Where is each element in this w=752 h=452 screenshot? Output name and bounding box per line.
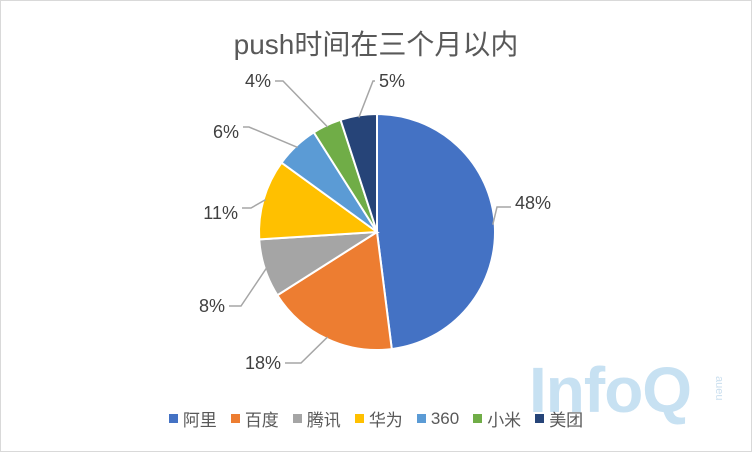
leader-line-阿里 xyxy=(492,206,511,225)
leader-line-美团 xyxy=(358,80,375,118)
data-label-360: 6% xyxy=(213,122,239,142)
leader-line-华为 xyxy=(242,198,266,209)
pie-slice-华为 xyxy=(258,161,380,241)
pie-slice-美团 xyxy=(339,112,378,233)
legend-label: 百度 xyxy=(244,411,279,430)
legend-item-阿里: 阿里 xyxy=(168,406,217,431)
legend-item-美团: 美团 xyxy=(535,406,583,431)
data-label-华为: 11% xyxy=(203,203,238,223)
legend-label: 360 xyxy=(430,408,460,428)
chart-title: push时间在三个月以内 xyxy=(233,29,519,60)
leader-line-腾讯 xyxy=(229,267,268,307)
leader-line-360 xyxy=(243,126,298,149)
data-label-美团: 5% xyxy=(379,71,405,91)
legend-swatch xyxy=(292,414,302,423)
legend-swatch xyxy=(473,414,483,423)
data-label-腾讯: 8% xyxy=(199,296,225,316)
legend-swatch xyxy=(535,414,545,423)
legend-item-小米: 小米 xyxy=(473,406,521,431)
data-label-阿里: 48% xyxy=(515,193,551,213)
legend-item-360: 360 xyxy=(416,408,460,429)
pie-slice-阿里 xyxy=(376,112,496,351)
legend-item-百度: 百度 xyxy=(230,406,279,431)
data-label-小米: 4% xyxy=(245,71,271,91)
infoq-watermark-sub: aueu xyxy=(713,376,725,401)
leader-line-百度 xyxy=(285,336,329,364)
legend-item-腾讯: 腾讯 xyxy=(292,406,341,431)
data-label-百度: 18% xyxy=(245,353,281,373)
infoq-watermark: InfoQ xyxy=(529,354,692,426)
legend-label: 美团 xyxy=(549,411,584,430)
legend-swatch xyxy=(416,414,426,423)
leader-line-小米 xyxy=(275,80,329,128)
legend-swatch xyxy=(230,414,240,423)
chart-legend: 阿里 百度 腾讯 华为 360 小米 美团 xyxy=(1,406,751,431)
legend-label: 阿里 xyxy=(182,411,217,430)
legend-swatch xyxy=(354,414,364,423)
legend-swatch xyxy=(168,414,178,423)
legend-label: 华为 xyxy=(368,411,403,430)
legend-label: 小米 xyxy=(487,411,522,430)
legend-label: 腾讯 xyxy=(306,411,341,430)
legend-item-华为: 华为 xyxy=(354,406,403,431)
